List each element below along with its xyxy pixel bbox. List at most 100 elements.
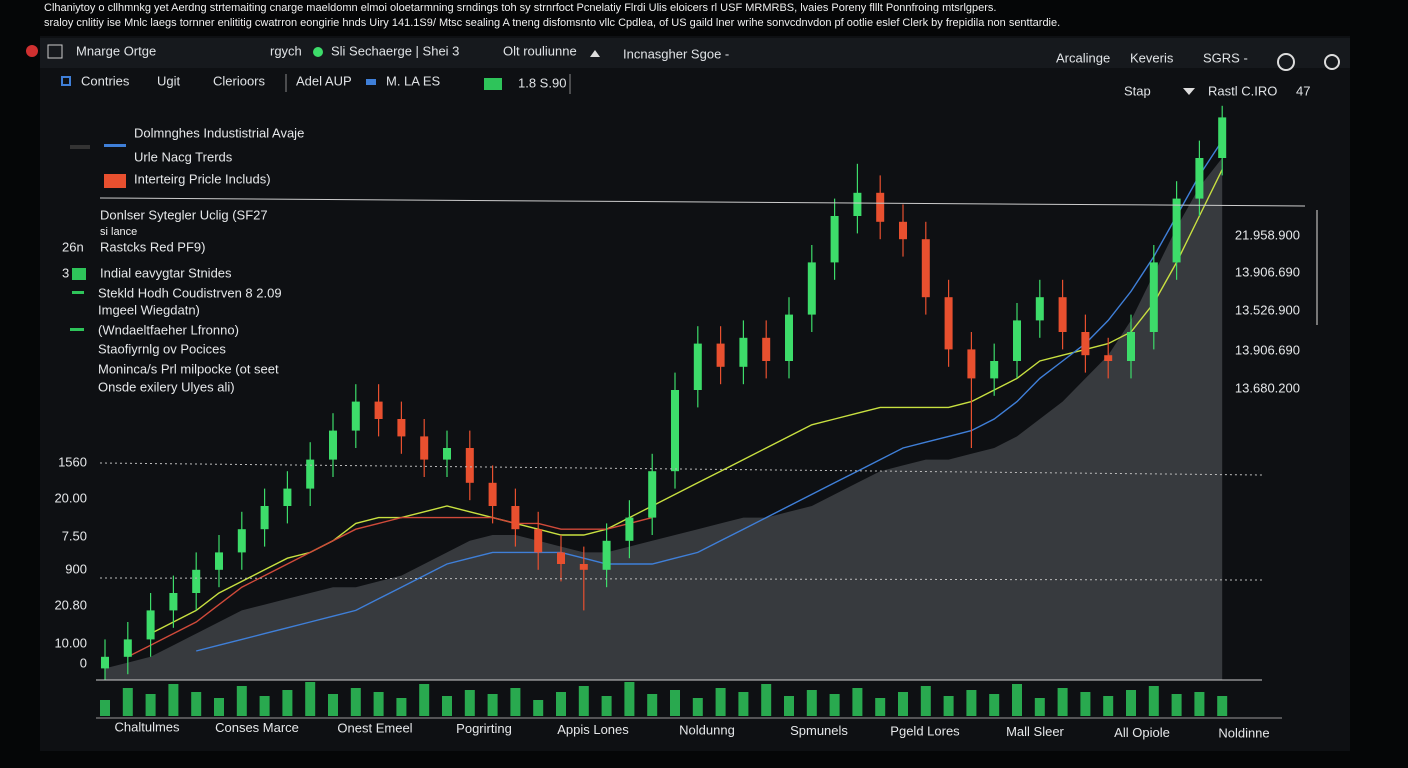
note: Onsde exilery Ulyes ali) <box>98 379 235 394</box>
toolbar-item[interactable]: Sli Sechaerge | Shei 3 <box>331 43 459 58</box>
volume-bar <box>168 684 179 716</box>
candle-body <box>374 401 383 419</box>
candle-body <box>101 656 109 669</box>
candle-body <box>1058 297 1067 332</box>
toolbar-item[interactable]: Olt rouliunne <box>503 43 577 58</box>
candle-body <box>693 343 702 390</box>
volume-bar <box>898 692 908 716</box>
candle-body <box>1127 332 1135 361</box>
toolbar-item[interactable]: Arcalinge <box>1056 50 1110 65</box>
x-tick-label: Conses Marce <box>215 720 299 735</box>
subbar-item[interactable]: Clerioors <box>213 73 266 88</box>
volume-bar <box>419 684 430 716</box>
caret[interactable] <box>590 50 600 57</box>
area <box>105 158 1223 680</box>
volume-bar <box>487 694 498 716</box>
volume-bar <box>1057 688 1068 716</box>
note: si lance <box>100 226 137 238</box>
subbar-item[interactable]: Adel AUP <box>296 73 352 88</box>
candle-body <box>123 639 132 657</box>
volume-bar <box>533 700 544 716</box>
candle-body <box>420 436 429 460</box>
swatch <box>484 78 502 90</box>
candle-body <box>830 216 839 263</box>
checkbox[interactable] <box>61 76 71 86</box>
close-icon[interactable] <box>26 45 38 57</box>
candle-body <box>351 401 360 431</box>
subbar-item[interactable]: M. LA ES <box>386 73 441 88</box>
subbar-item[interactable]: 47 <box>1296 83 1310 98</box>
volume-bar <box>1126 690 1136 716</box>
volume-bar <box>761 684 772 716</box>
subbar-item[interactable]: 1.8 S.90 <box>518 75 566 90</box>
dashed-line <box>99 462 1263 476</box>
toolbar-item[interactable]: Incnasgher Sgoe - <box>623 46 729 61</box>
candle-body <box>215 552 223 570</box>
volume-bar <box>100 700 110 716</box>
y-tick-label: 20.80 <box>54 597 87 612</box>
candle-body <box>990 361 999 379</box>
note: Rastcks Red PF9) <box>100 239 205 254</box>
toolbar-item[interactable]: Mnarge Ortge <box>76 43 156 58</box>
user-icon[interactable] <box>1324 54 1340 70</box>
subbar-item[interactable]: Rastl C.IRO <box>1208 83 1277 98</box>
plot <box>100 105 1228 716</box>
volume-bar <box>1171 694 1182 716</box>
candle-body <box>625 517 634 541</box>
subbar-item[interactable]: Stap <box>1124 83 1151 98</box>
note: (Wndaeltfaeher Lfronno) <box>98 322 239 337</box>
note: 3 <box>62 265 69 280</box>
candle-body <box>671 390 679 472</box>
note: Moninca/s Prl milpocke (ot seet <box>98 361 279 376</box>
toolbar <box>40 38 1350 68</box>
volume-bar <box>350 688 361 716</box>
volume-bar <box>1148 686 1159 716</box>
volume-bar <box>852 688 863 716</box>
candle-body <box>1035 297 1044 321</box>
note: Indial eavygtar Stnides <box>100 265 232 280</box>
y-tick-label: 10.00 <box>54 635 87 650</box>
legend: Dolmnghes Industistrial Avaje Urle Nacg T… <box>70 125 304 188</box>
volume-bar <box>1080 692 1091 716</box>
candle-body <box>899 221 907 240</box>
candle-body <box>1218 117 1227 158</box>
caption: sraloy cnlitiy ise Mnlc laegs tornner en… <box>44 17 1060 29</box>
volume-bar <box>282 690 293 716</box>
legend-label: Dolmnghes Industistrial Avaje <box>134 125 304 140</box>
x-tick-label: All Opiole <box>1114 725 1170 740</box>
volume-bar <box>122 688 133 716</box>
y2-tick-label: 21.958.900 <box>1235 227 1300 242</box>
swatch <box>366 79 376 85</box>
volume-bar <box>647 694 658 716</box>
subbar-item[interactable]: Contries <box>81 73 130 88</box>
volume-bar <box>738 692 749 716</box>
y2-tick-label: 13.906.690 <box>1235 264 1300 279</box>
volume-bar <box>670 690 680 716</box>
y-tick-label: 20.00 <box>54 490 87 505</box>
toolbar-item[interactable]: rgych <box>270 43 302 58</box>
caret[interactable] <box>1183 88 1195 95</box>
x-tick-label: Pogrirting <box>456 721 512 736</box>
candle-body <box>579 564 588 570</box>
volume-bar <box>601 696 612 716</box>
toolbar-item[interactable]: Keveris <box>1130 50 1174 65</box>
y-tick-label: 7.50 <box>62 528 87 543</box>
menu-icon[interactable] <box>47 44 63 59</box>
candle-body <box>511 506 520 530</box>
volume-bar <box>989 694 1000 716</box>
settings-icon[interactable] <box>1277 53 1295 71</box>
y2-tick-label: 13.526.900 <box>1235 302 1300 317</box>
x-tick-label: Onest Emeel <box>337 721 412 736</box>
volume-bar <box>556 692 566 716</box>
subbar-item[interactable]: Ugit <box>157 73 181 88</box>
candle-body <box>534 529 543 553</box>
x-tick-label: Appis Lones <box>557 722 629 737</box>
y-tick-label: 900 <box>65 561 87 576</box>
candle-body <box>443 448 451 460</box>
candle-body <box>1081 332 1090 356</box>
volume-bar <box>191 692 202 716</box>
volume-bar <box>373 692 384 716</box>
toolbar-item[interactable]: SGRS - <box>1203 50 1248 65</box>
candle-body <box>169 593 178 611</box>
candle-body <box>716 343 725 367</box>
